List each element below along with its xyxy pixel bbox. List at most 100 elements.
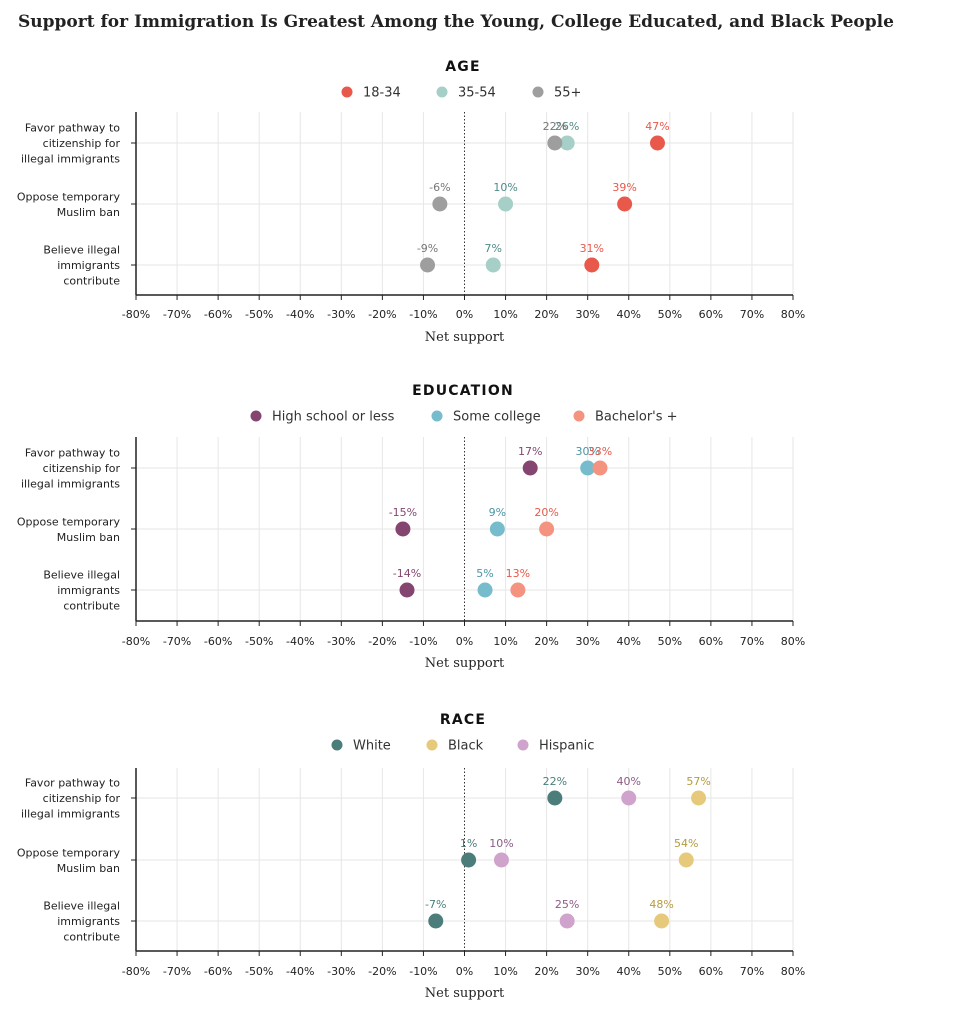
data-point [559,913,575,929]
x-tick-label: 70% [740,308,764,321]
data-label: 54% [674,837,698,850]
data-label: -6% [429,181,450,194]
legend-marker [426,739,438,751]
category-label: illegal immigrants [21,478,120,491]
data-point [547,135,563,151]
legend-label: Some college [453,410,541,425]
legend-label: High school or less [272,410,395,425]
x-tick-label: 10% [493,308,517,321]
category-label: Oppose temporary [17,515,121,528]
data-point [485,257,501,273]
x-tick-label: -50% [245,308,273,321]
x-tick-label: 20% [534,308,558,321]
chart-title: Support for Immigration Is Greatest Amon… [18,12,894,32]
legend-label: Black [448,739,484,754]
data-point [547,790,563,806]
category-label: citizenship for [43,137,121,150]
x-tick-label: 0% [456,965,473,978]
data-label: 7% [485,242,502,255]
legend-label: 35-54 [458,86,496,101]
legend-label: 55+ [554,86,581,101]
data-point [432,196,448,212]
x-tick-label: 40% [617,635,641,648]
panel-title: EDUCATION [412,383,514,399]
legend-marker [436,86,448,98]
x-tick-label: 80% [781,635,805,648]
legend-marker [331,739,343,751]
data-label: 48% [649,898,673,911]
category-label: Believe illegal [43,900,120,913]
data-label: -15% [389,506,417,519]
data-point [559,135,575,151]
x-tick-label: -20% [368,965,396,978]
data-label: 39% [612,181,636,194]
x-tick-label: -20% [368,635,396,648]
category-label: contribute [63,600,120,613]
x-tick-label: 70% [740,635,764,648]
x-axis-title: Net support [425,656,505,671]
data-label: 10% [489,837,513,850]
data-point [584,257,600,273]
category-label: illegal immigrants [21,153,120,166]
x-tick-label: -30% [327,635,355,648]
category-label: contribute [63,275,120,288]
x-tick-label: -40% [286,965,314,978]
x-tick-label: 80% [781,308,805,321]
category-label: immigrants [57,584,120,597]
x-tick-label: -40% [286,635,314,648]
data-label: 5% [476,567,493,580]
x-tick-label: -70% [163,965,191,978]
x-tick-label: -50% [245,965,273,978]
category-label: contribute [63,931,120,944]
category-label: Muslim ban [57,206,120,219]
data-label: 10% [493,181,517,194]
data-point [420,257,436,273]
category-label: citizenship for [43,792,121,805]
data-point [580,460,596,476]
x-tick-label: 60% [699,965,723,978]
category-label: Oppose temporary [17,190,121,203]
x-axis-title: Net support [425,330,505,345]
data-label: 1% [460,837,477,850]
x-tick-label: 60% [699,308,723,321]
data-label: 47% [645,120,669,133]
legend-marker [573,410,585,422]
data-label: 13% [506,567,530,580]
data-label: 20% [534,506,558,519]
x-tick-label: -60% [204,635,232,648]
data-point [617,196,633,212]
data-label: -9% [417,242,438,255]
x-tick-label: -80% [122,635,150,648]
category-label: Favor pathway to [25,447,120,460]
x-tick-label: 20% [534,635,558,648]
data-label: 33% [588,445,612,458]
data-point [510,582,526,598]
category-label: citizenship for [43,462,121,475]
x-tick-label: -60% [204,308,232,321]
x-tick-label: 10% [493,965,517,978]
x-tick-label: -40% [286,308,314,321]
data-label: 31% [580,242,604,255]
x-tick-label: -30% [327,965,355,978]
x-axis-title: Net support [425,986,505,1001]
data-point [395,521,411,537]
legend-marker [517,739,529,751]
category-label: immigrants [57,915,120,928]
data-point [461,852,477,868]
x-tick-label: -70% [163,308,191,321]
x-tick-label: 10% [493,635,517,648]
x-tick-label: 30% [575,635,599,648]
category-label: Favor pathway to [25,122,120,135]
data-point [654,913,670,929]
data-label: 22% [543,775,567,788]
x-tick-label: -80% [122,308,150,321]
chart-panel-race: RACE White Black Hispanic -80% -70% -60% -50% -4… [17,712,805,1001]
data-label: 40% [617,775,641,788]
panel-title: AGE [445,59,481,75]
x-tick-label: 60% [699,635,723,648]
data-label: -7% [425,898,446,911]
data-point [428,913,444,929]
data-label: 9% [489,506,506,519]
data-point [399,582,415,598]
data-point [493,852,509,868]
